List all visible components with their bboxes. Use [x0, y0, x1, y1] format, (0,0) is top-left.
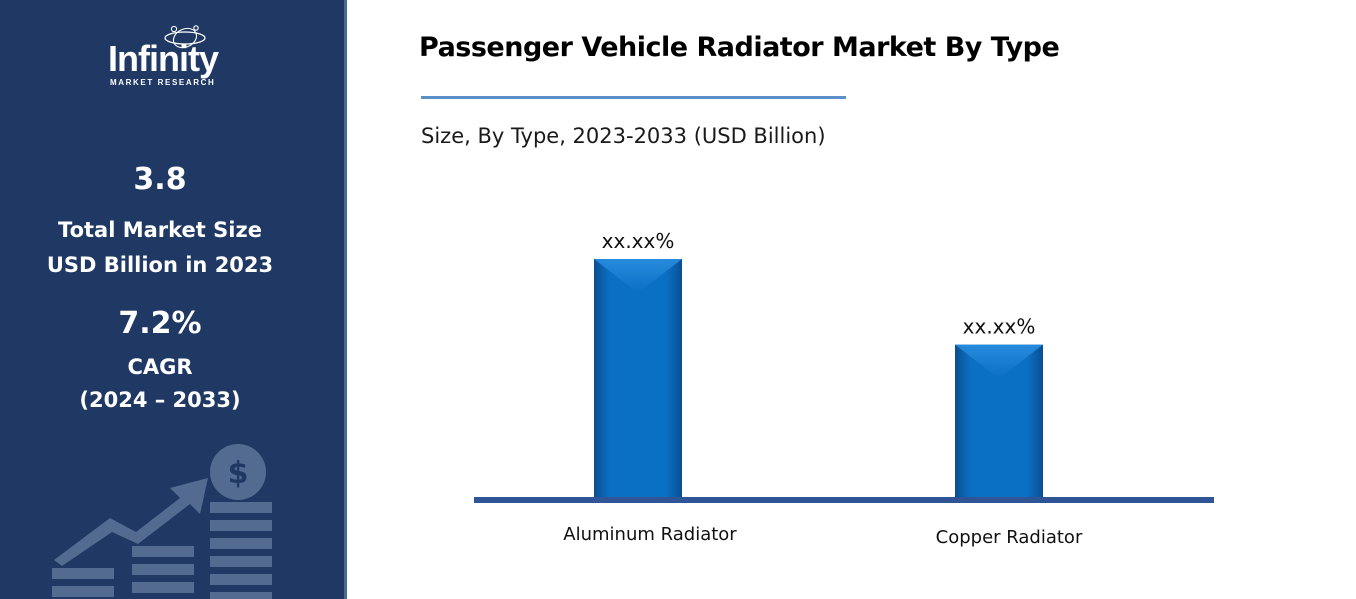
bar-top-bevel [955, 344, 1043, 379]
brand-tagline: MARKET RESEARCH [110, 78, 216, 87]
orbit-swirl-icon [164, 25, 206, 49]
market-size-label-line2: USD Billion in 2023 [46, 253, 274, 277]
chart-title: Passenger Vehicle Radiator Market By Typ… [419, 32, 1060, 63]
market-size-value: 3.8 [133, 162, 187, 197]
svg-text:$: $ [228, 456, 249, 491]
category-label: Aluminum Radiator [563, 524, 737, 545]
bar-chart: xx.xx% Aluminum Radiator xx.xx% Copper Radi… [474, 229, 1214, 548]
chart-subtitle: Size, By Type, 2023-2033 (USD Billion) [421, 124, 826, 148]
data-label: xx.xx% [602, 229, 675, 253]
data-label: xx.xx% [963, 315, 1036, 339]
brand-name: Infinity [108, 38, 219, 79]
bar-aluminum-radiator [594, 259, 682, 497]
bar-top-bevel [594, 259, 682, 293]
chart-baseline [474, 497, 1214, 503]
market-size-label-line1: Total Market Size [58, 218, 262, 242]
cagr-label: CAGR [127, 355, 193, 379]
title-underline [421, 96, 846, 99]
category-label: Copper Radiator [936, 527, 1083, 548]
sidebar-divider [344, 0, 347, 599]
growth-chart-dollar-icon: $ [52, 444, 272, 599]
cagr-period: (2024 – 2033) [79, 388, 241, 412]
cagr-value: 7.2% [118, 306, 202, 341]
summary-sidebar: Infinity MARKET RESEARCH 3.8 Total Marke… [0, 0, 344, 599]
brand-logo: Infinity MARKET RESEARCH [100, 24, 250, 90]
